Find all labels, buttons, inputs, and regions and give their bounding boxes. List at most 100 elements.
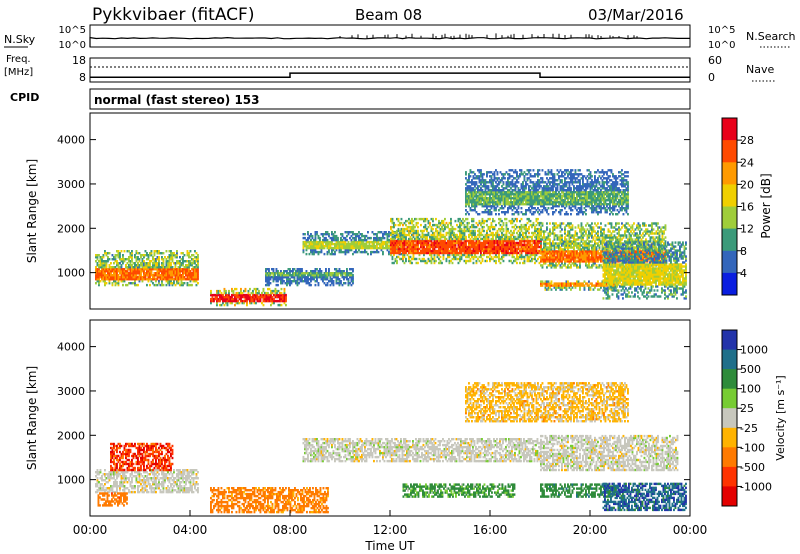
power-cell: [231, 293, 233, 297]
power-cell: [197, 274, 199, 277]
power-cell: [475, 221, 478, 225]
power-cell: [146, 254, 148, 257]
power-cell: [567, 222, 569, 225]
power-cell: [276, 291, 278, 295]
power-cell: [447, 243, 449, 247]
power-cell: [302, 272, 305, 275]
power-cell: [105, 262, 108, 265]
power-cell: [296, 270, 299, 273]
power-cell: [537, 235, 539, 239]
power-cell: [99, 258, 102, 261]
power-cell: [346, 276, 348, 279]
power-cell: [520, 257, 523, 261]
power-cell: [114, 260, 117, 263]
power-cell: [265, 276, 267, 279]
power-cell: [356, 240, 359, 244]
power-cell: [579, 288, 581, 291]
power-cell: [544, 238, 547, 241]
power-cell: [197, 254, 199, 257]
power-cell: [310, 242, 312, 246]
power-cell: [228, 289, 230, 293]
power-cell: [349, 268, 351, 271]
power-cell: [496, 249, 499, 253]
power-cell: [382, 244, 384, 248]
power-cell: [588, 246, 590, 249]
power-cell: [637, 224, 640, 227]
power-cell: [541, 260, 544, 263]
power-cell: [459, 239, 461, 243]
cpid-panel: normal (fast stereo) 153 CPID: [10, 88, 691, 110]
power-cell: [349, 276, 351, 279]
power-cell: [577, 256, 580, 259]
power-cell: [489, 229, 491, 233]
power-cell: [329, 244, 332, 248]
power-cell: [280, 291, 283, 295]
power-cell: [439, 251, 442, 255]
power-cell: [463, 229, 466, 233]
power-cell: [502, 247, 505, 251]
power-cell: [651, 254, 653, 257]
power-cell: [250, 295, 253, 299]
power-cell: [104, 252, 106, 255]
power-cell: [402, 255, 404, 259]
power-cell: [320, 250, 323, 254]
power-cell: [298, 282, 300, 285]
power-cell: [430, 257, 433, 261]
power-cell: [436, 233, 439, 237]
power-cell: [592, 246, 595, 249]
power-cell: [564, 258, 566, 261]
power-cell: [642, 244, 644, 247]
power-cell: [302, 276, 305, 279]
power-cell: [374, 246, 377, 250]
power-cell: [567, 256, 569, 259]
power-cell: [329, 276, 332, 279]
power-cell: [543, 282, 545, 285]
power-cell: [282, 295, 284, 299]
power-cell: [430, 237, 433, 241]
power-cell: [508, 245, 511, 249]
power-cell: [322, 233, 324, 236]
power-cell: [465, 237, 467, 241]
power-cell: [484, 235, 487, 239]
power-cell: [285, 299, 287, 303]
power-cell: [496, 255, 499, 259]
power-cell: [513, 225, 515, 229]
power-cell: [658, 226, 661, 229]
power-cell: [549, 244, 551, 247]
power-cell: [561, 284, 563, 287]
power-cell: [598, 254, 601, 257]
power-cell: [451, 257, 454, 261]
power-cell: [531, 257, 533, 261]
power-cell: [220, 297, 223, 301]
power-cell: [487, 255, 490, 259]
power-cell: [140, 268, 142, 271]
power-cell: [571, 228, 574, 231]
power-cell: [408, 247, 410, 251]
power-cell: [391, 229, 394, 233]
power-cell: [388, 252, 390, 256]
power-cell: [514, 237, 517, 241]
power-cell: [243, 295, 245, 299]
power-cell: [144, 272, 147, 275]
power-cell: [649, 230, 652, 233]
power-cell: [535, 235, 538, 239]
power-cell: [472, 241, 475, 245]
power-cell: [117, 256, 120, 259]
power-cell: [424, 235, 427, 239]
power-cell: [621, 238, 623, 241]
power-cell: [223, 291, 226, 295]
power-cell: [643, 250, 646, 253]
power-cell: [537, 217, 539, 221]
power-cell: [355, 246, 357, 250]
power-cell: [141, 276, 144, 279]
power-cell: [531, 231, 533, 235]
power-cell: [619, 252, 622, 255]
power-cell: [167, 264, 169, 267]
power-cell: [460, 229, 463, 233]
power-cell: [562, 242, 565, 245]
power-cell: [120, 266, 123, 269]
power-cell: [445, 233, 448, 237]
power-cell: [573, 250, 575, 253]
power-cell: [191, 262, 193, 265]
power-cell: [613, 230, 616, 233]
